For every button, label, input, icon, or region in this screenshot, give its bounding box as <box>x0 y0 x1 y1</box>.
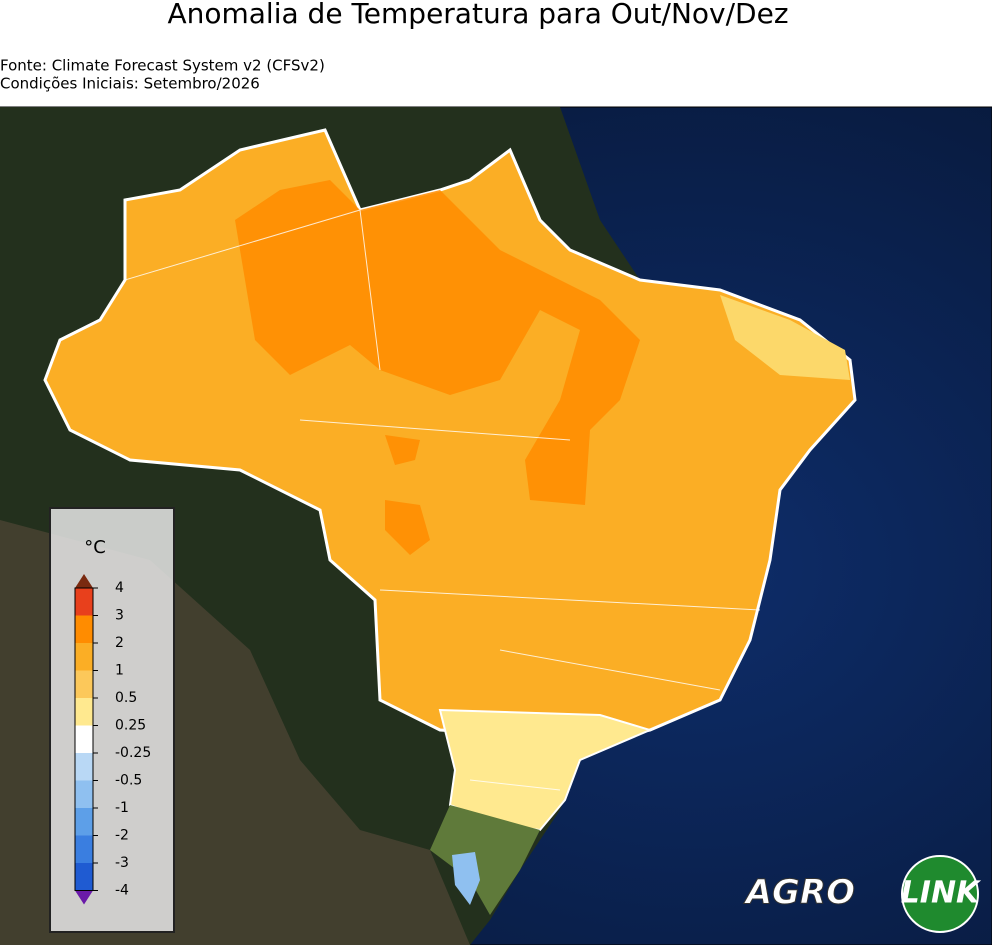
initial-conditions: Condições Iniciais: Setembro/2026 <box>0 75 260 93</box>
colorbar-tick-label: -4 <box>115 883 129 899</box>
colorbar-tick-label: -2 <box>115 828 129 844</box>
colorbar-over <box>75 574 93 588</box>
colorbar-outline <box>74 587 94 891</box>
colorbar-segment <box>75 863 93 891</box>
colorbar-segment <box>75 670 93 698</box>
colorbar-tick-label: 3 <box>115 608 124 624</box>
colorbar-frame <box>49 507 175 933</box>
title: Anomalia de Temperatura para Out/Nov/Dez <box>167 0 788 30</box>
source: Fonte: Climate Forecast System v2 (CFSv2… <box>0 57 325 75</box>
colorbar-tick-label: 4 <box>115 580 124 596</box>
colorbar-segment <box>75 615 93 643</box>
colorbar-tick-label: 2 <box>115 635 124 651</box>
logo-left: AGRO <box>743 873 855 913</box>
colorbar-segment <box>75 835 93 863</box>
colorbar-segment <box>75 725 93 753</box>
colorbar-segment <box>75 780 93 808</box>
colorbar-unit: °C <box>84 537 106 558</box>
colorbar-tick-label: 1 <box>115 663 124 679</box>
colorbar-under <box>75 890 93 905</box>
colorbar-tick-label: 0.25 <box>115 718 146 734</box>
colorbar-tick-label: -0.5 <box>115 773 142 789</box>
colorbar-tick-label: -1 <box>115 800 129 816</box>
colorbar-segment <box>75 698 93 726</box>
colorbar-tick-label: -0.25 <box>115 745 151 761</box>
logo-right: LINK <box>901 876 982 911</box>
colorbar-tick-label: -3 <box>115 855 129 871</box>
colorbar-segment <box>75 753 93 781</box>
colorbar-segment <box>75 588 93 616</box>
logo: AGRO LINK <box>742 855 982 933</box>
colorbar-segment <box>75 643 93 671</box>
colorbar: °C 4 3 2 1 0.5 0.25 -0.25 -0.5 -1 -2 -3 -4 <box>49 507 175 933</box>
logo-circle <box>901 855 979 933</box>
colorbar-tick-label: 0.5 <box>115 690 137 706</box>
colorbar-segment <box>75 808 93 836</box>
